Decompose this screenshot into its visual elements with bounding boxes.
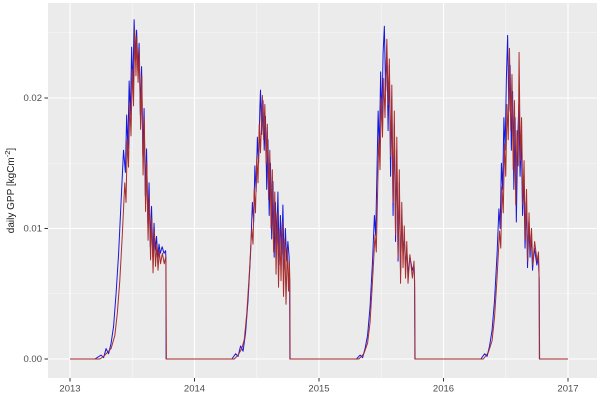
y-title-superscript: -2 xyxy=(3,151,12,158)
y-tick-label: 0.02 xyxy=(24,93,43,104)
data-series xyxy=(70,19,568,360)
panel-background xyxy=(48,3,597,378)
x-tick-label: 2016 xyxy=(433,384,454,395)
y-title-suffix: ] xyxy=(6,148,17,151)
y-tick-label: 0.01 xyxy=(24,224,43,235)
y-title-prefix: daily GPP [kgCm xyxy=(6,157,17,233)
x-tick-label: 2015 xyxy=(308,384,329,395)
x-tick-label: 2014 xyxy=(184,384,205,395)
axis-tick-labels: 2013 2014 2015 2016 2017 0.00 0.01 0.02 xyxy=(24,93,579,394)
plot-panel xyxy=(48,3,597,378)
x-tick-label: 2013 xyxy=(59,384,80,395)
grid-minor-lines xyxy=(48,3,597,378)
y-tick-label: 0.00 xyxy=(24,354,43,365)
axis-ticks xyxy=(44,97,569,382)
series-line-observation-red xyxy=(70,29,568,360)
y-axis-title: daily GPP [kgCm-2] xyxy=(3,148,17,234)
y-axis-title-text: daily GPP [kgCm-2] xyxy=(3,148,17,234)
x-tick-label: 2017 xyxy=(557,384,578,395)
